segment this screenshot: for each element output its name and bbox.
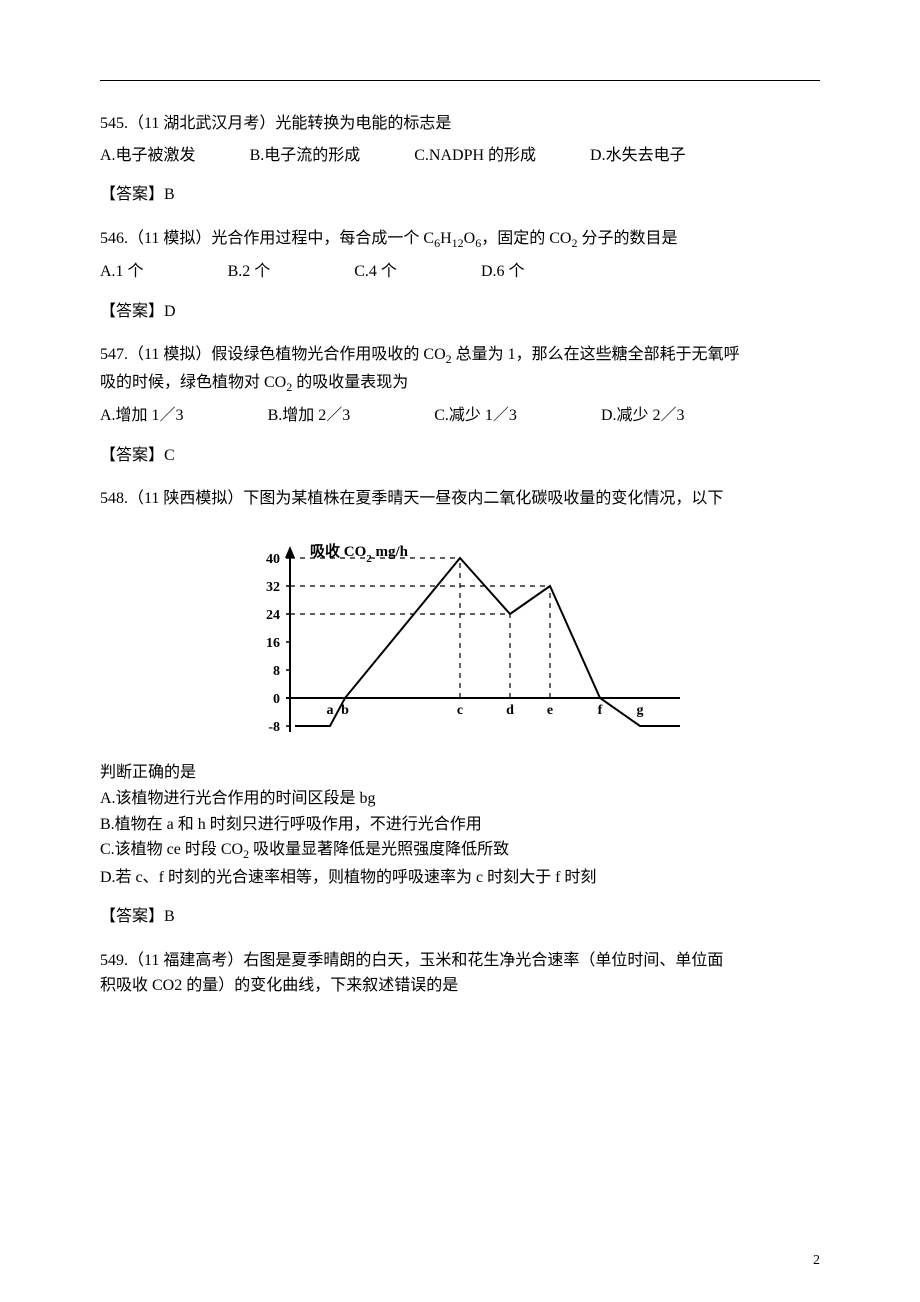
- svg-text:-8: -8: [268, 720, 280, 735]
- q546-answer: 【答案】D: [100, 299, 820, 325]
- svg-text:d: d: [506, 703, 514, 718]
- document-page: 545.（11 湖北武汉月考）光能转换为电能的标志是 A.电子被激发 B.电子流…: [0, 0, 920, 1302]
- svg-text:g: g: [637, 703, 644, 718]
- question-549: 549.（11 福建高考）右图是夏季晴朗的白天，玉米和花生净光合速率（单位时间、…: [100, 948, 820, 999]
- svg-text:40: 40: [266, 552, 280, 567]
- svg-text:e: e: [547, 703, 553, 718]
- q546-mid3: ，固定的 CO: [481, 230, 571, 247]
- q547-l1a: 547.（11 模拟）假设绿色植物光合作用吸收的 CO: [100, 346, 446, 363]
- header-divider: [100, 80, 820, 81]
- question-547: 547.（11 模拟）假设绿色植物光合作用吸收的 CO2 总量为 1，那么在这些…: [100, 342, 820, 397]
- q548-opt-c: C.该植物 ce 时段 CO2 吸收量显著降低是光照强度降低所致: [100, 837, 820, 864]
- q548-opt-c-a: C.该植物 ce 时段 CO: [100, 841, 243, 858]
- q546-text-a: 546.（11 模拟）光合作用过程中，每合成一个 C: [100, 230, 434, 247]
- q546-mid1: H: [440, 230, 452, 247]
- q548-opt-b: B.植物在 a 和 h 时刻只进行呼吸作用，不进行光合作用: [100, 812, 820, 838]
- q545-opt-a: A.电子被激发: [100, 143, 196, 169]
- svg-text:16: 16: [266, 636, 280, 651]
- question-548-intro: 548.（11 陕西模拟）下图为某植株在夏季晴天一昼夜内二氧化碳吸收量的变化情况…: [100, 486, 820, 512]
- q548-opt-a: A.该植物进行光合作用的时间区段是 bg: [100, 786, 820, 812]
- q545-text: 545.（11 湖北武汉月考）光能转换为电能的标志是: [100, 115, 451, 132]
- svg-text:32: 32: [266, 580, 280, 595]
- q546-opt-a: A.1 个: [100, 259, 144, 285]
- q548-figure: 4032241680-8abcdefgh吸收 CO2 mg/h时间: [100, 518, 820, 757]
- svg-text:c: c: [457, 703, 463, 718]
- q547-opt-a: A.增加 1／3: [100, 403, 184, 429]
- q547-opt-c: C.减少 1／3: [434, 403, 517, 429]
- q549-l2: 积吸收 CO2 的量）的变化曲线，下来叙述错误的是: [100, 973, 820, 999]
- svg-text:24: 24: [266, 608, 280, 623]
- question-548-judge: 判断正确的是: [100, 760, 820, 786]
- page-number: 2: [813, 1250, 820, 1272]
- q547-opt-b: B.增加 2／3: [268, 403, 351, 429]
- q546-options: A.1 个 B.2 个 C.4 个 D.6 个: [100, 259, 820, 285]
- q546-mid2: O: [464, 230, 476, 247]
- q548-opt-c-b: 吸收量显著降低是光照强度降低所致: [249, 841, 509, 858]
- q547-options: A.增加 1／3 B.增加 2／3 C.减少 1／3 D.减少 2／3: [100, 403, 820, 429]
- svg-text:b: b: [341, 703, 349, 718]
- q548-answer: 【答案】B: [100, 904, 820, 930]
- q547-opt-d: D.减少 2／3: [601, 403, 685, 429]
- q546-suffix: 分子的数目是: [577, 230, 677, 247]
- q545-opt-c: C.NADPH 的形成: [414, 143, 536, 169]
- q548-opt-d: D.若 c、f 时刻的光合速率相等，则植物的呼吸速率为 c 时刻大于 f 时刻: [100, 865, 820, 891]
- q549-l1: 549.（11 福建高考）右图是夏季晴朗的白天，玉米和花生净光合速率（单位时间、…: [100, 948, 820, 974]
- q546-sub2: 12: [452, 236, 464, 250]
- q546-opt-d: D.6 个: [481, 259, 525, 285]
- question-546: 546.（11 模拟）光合作用过程中，每合成一个 C6H12O6，固定的 CO2…: [100, 226, 820, 253]
- q547-l2b: 的吸收量表现为: [292, 374, 408, 391]
- q545-opt-b: B.电子流的形成: [250, 143, 361, 169]
- q545-options: A.电子被激发 B.电子流的形成 C.NADPH 的形成 D.水失去电子: [100, 143, 820, 169]
- q546-opt-b: B.2 个: [228, 259, 271, 285]
- q545-answer: 【答案】B: [100, 182, 820, 208]
- svg-text:a: a: [327, 703, 334, 718]
- svg-text:吸收 CO2 mg/h: 吸收 CO2 mg/h: [310, 542, 409, 565]
- svg-text:f: f: [598, 703, 603, 718]
- co2-uptake-chart: 4032241680-8abcdefgh吸收 CO2 mg/h时间: [240, 518, 680, 748]
- q547-answer: 【答案】C: [100, 443, 820, 469]
- svg-text:0: 0: [273, 692, 280, 707]
- q547-l2a: 吸的时候，绿色植物对 CO: [100, 374, 286, 391]
- svg-text:8: 8: [273, 664, 280, 679]
- q547-l1b: 总量为 1，那么在这些糖全部耗于无氧呼: [452, 346, 740, 363]
- q546-opt-c: C.4 个: [354, 259, 397, 285]
- q545-opt-d: D.水失去电子: [590, 143, 686, 169]
- question-545: 545.（11 湖北武汉月考）光能转换为电能的标志是: [100, 111, 820, 137]
